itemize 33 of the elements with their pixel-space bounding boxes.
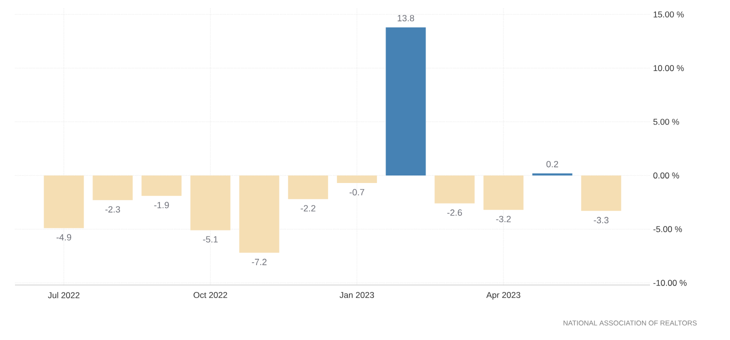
x-tick-label: Apr 2023 (486, 292, 520, 300)
bar (386, 27, 426, 176)
bar (92, 175, 133, 200)
data-label: -3.3 (594, 216, 608, 224)
data-label: -2.6 (447, 209, 462, 216)
data-label: -0.7 (350, 189, 364, 196)
bar (483, 175, 524, 210)
y-tick-label: -5.00 % (653, 226, 682, 232)
data-label: -3.2 (496, 216, 511, 222)
bar (239, 175, 280, 253)
bar (581, 175, 622, 211)
data-label: -4.9 (56, 234, 72, 240)
data-label: 0.2 (546, 160, 558, 168)
bar (190, 175, 230, 230)
x-tick-label: Jan 2023 (340, 292, 374, 298)
data-label: -1.9 (154, 202, 169, 208)
data-label: -7.2 (252, 258, 267, 266)
y-tick-label: 15.00 % (654, 11, 684, 18)
data-label: -5.1 (203, 236, 218, 243)
bar (434, 175, 475, 204)
bar (336, 175, 377, 184)
bar (44, 175, 84, 228)
x-tick-label: Jul 2022 (48, 292, 80, 298)
bar (288, 175, 328, 200)
data-label: -2.2 (300, 205, 316, 212)
data-label: -2.3 (105, 206, 120, 213)
data-label: 13.8 (398, 14, 414, 22)
x-tick-label: Oct 2022 (194, 292, 228, 298)
y-tick-label: 10.00 % (654, 65, 684, 72)
y-tick-label: 5.00 % (653, 118, 680, 125)
y-tick-label: 0.00 % (653, 172, 680, 178)
y-tick-label: -10.00 % (653, 280, 687, 286)
bar (142, 175, 182, 196)
